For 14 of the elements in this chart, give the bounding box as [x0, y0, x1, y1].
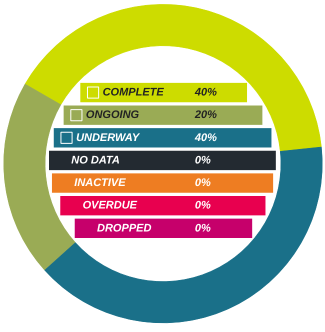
category-label: OVERDUE: [82, 200, 137, 212]
text: 0%: [194, 200, 211, 212]
category-label: INACTIVE: [74, 177, 126, 190]
legend-label: COMPLETE: [102, 86, 164, 99]
legend-label: UNDERWAY: [76, 132, 141, 144]
data-label: 40%: [194, 86, 218, 99]
category-label: DROPPED: [97, 222, 152, 234]
legend-label: ONGOING: [86, 109, 140, 122]
text: 0%: [194, 154, 211, 166]
data-label: 20%: [194, 109, 218, 122]
text: 0%: [194, 177, 211, 190]
text: 0%: [194, 222, 211, 234]
data-label: 40%: [194, 132, 218, 144]
category-label: NO DATA: [71, 154, 120, 166]
